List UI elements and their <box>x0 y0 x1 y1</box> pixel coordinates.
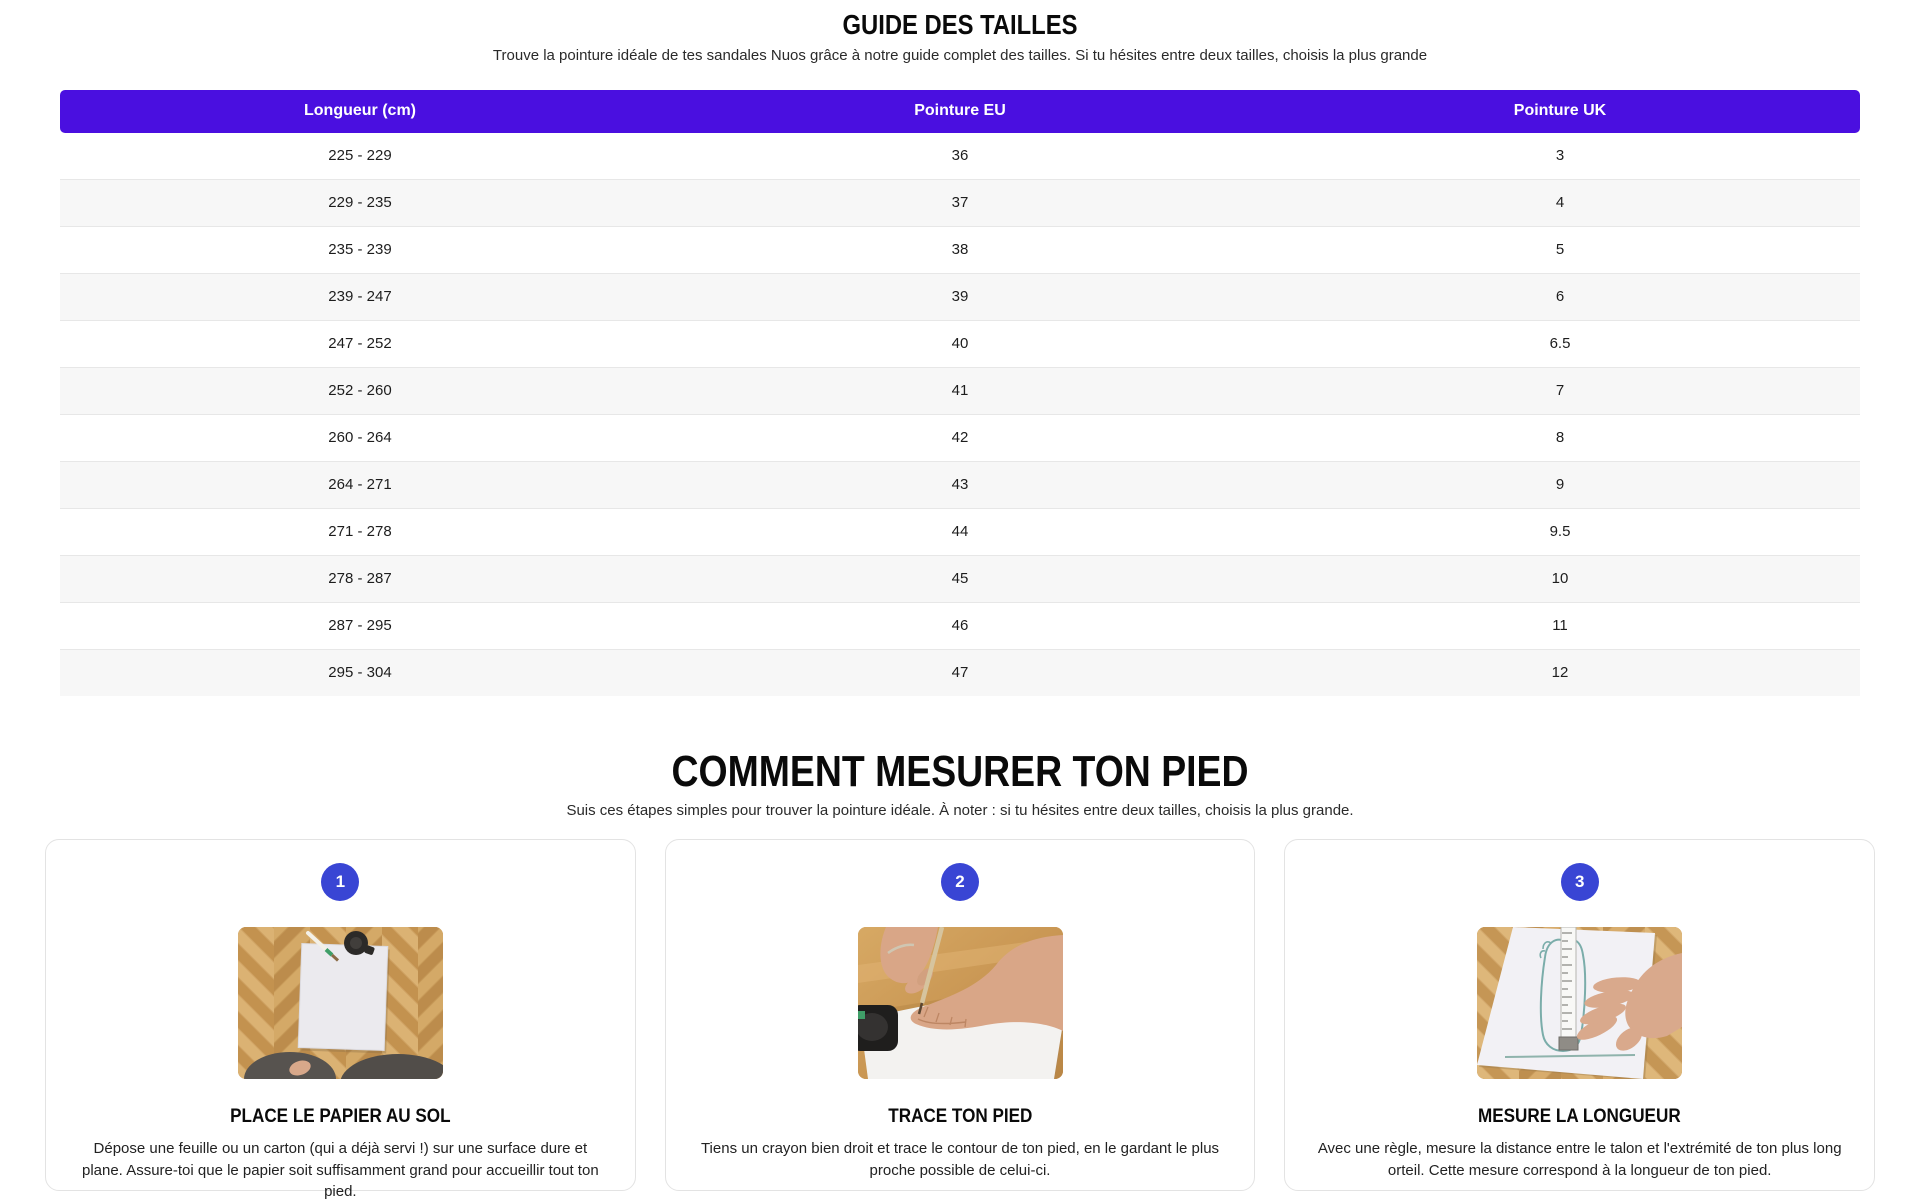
paper-on-floor-photo <box>237 926 443 1079</box>
cell-length: 229 - 235 <box>60 178 660 226</box>
step-description: Dépose une feuille ou un carton (qui a d… <box>81 1139 599 1201</box>
cell-uk: 8 <box>1260 413 1860 461</box>
size-table: Longueur (cm) Pointure EU Pointure UK 22… <box>60 89 1860 696</box>
step-card-2: 2 <box>664 838 1256 1191</box>
cell-length: 247 - 252 <box>60 319 660 367</box>
cell-uk: 4 <box>1260 178 1860 226</box>
col-header-eu: Pointure EU <box>660 89 1260 133</box>
measure-subtitle: Suis ces étapes simples pour trouver la … <box>566 801 1354 819</box>
size-table-head: Longueur (cm) Pointure EU Pointure UK <box>60 89 1860 133</box>
cell-length: 295 - 304 <box>60 648 660 696</box>
trace-foot-photo <box>857 926 1063 1079</box>
col-header-length: Longueur (cm) <box>60 89 660 133</box>
measure-section: COMMENT MESURER TON PIED Suis ces étapes… <box>0 746 1920 1200</box>
step-title: TRACE TON PIED <box>887 1105 1033 1127</box>
step-number: 1 <box>335 871 346 891</box>
table-row: 229 - 235 37 4 <box>60 178 1860 226</box>
cell-eu: 45 <box>660 554 1260 602</box>
cell-uk: 12 <box>1260 648 1860 696</box>
step-title: MESURE LA LONGUEUR <box>1478 1105 1682 1127</box>
step-description: Tiens un crayon bien droit et trace le c… <box>700 1139 1220 1179</box>
cell-eu: 46 <box>660 601 1260 649</box>
table-row: 247 - 252 40 6.5 <box>60 319 1860 367</box>
cell-length: 239 - 247 <box>60 272 660 320</box>
table-row: 295 - 304 47 12 <box>60 648 1860 696</box>
table-row: 271 - 278 44 9.5 <box>60 507 1860 555</box>
cell-uk: 7 <box>1260 366 1860 414</box>
table-row: 235 - 239 38 5 <box>60 225 1860 273</box>
cell-eu: 44 <box>660 507 1260 555</box>
step-2-number-badge: 2 <box>941 862 979 901</box>
cell-uk: 5 <box>1260 225 1860 273</box>
step-number: 3 <box>1574 871 1585 891</box>
cell-uk: 6.5 <box>1260 319 1860 367</box>
step-1-number-badge: 1 <box>321 862 360 901</box>
table-row: 264 - 271 43 9 <box>60 460 1860 508</box>
col-header-uk: Pointure UK <box>1260 89 1860 133</box>
cell-length: 235 - 239 <box>60 225 660 273</box>
cell-uk: 9 <box>1260 460 1860 508</box>
cell-uk: 6 <box>1260 272 1860 320</box>
steps-row: 1 <box>45 838 1876 1200</box>
cell-uk: 3 <box>1555 147 1565 165</box>
table-row: 260 - 264 42 8 <box>60 413 1860 461</box>
size-guide-subtitle: Trouve la pointure idéale de tes sandale… <box>492 46 1428 64</box>
step-description: Avec une règle, mesure la distance entre… <box>1317 1139 1842 1179</box>
cell-length: 287 - 295 <box>60 601 660 649</box>
table-row: 278 - 287 45 10 <box>60 554 1860 602</box>
cell-eu: 39 <box>660 272 1260 320</box>
cell-length: 278 - 287 <box>60 554 660 602</box>
cell-eu: 41 <box>660 366 1260 414</box>
cell-length: 252 - 260 <box>60 366 660 414</box>
cell-eu: 38 <box>660 225 1260 273</box>
step-title: PLACE LE PAPIER AU SOL <box>230 1105 451 1127</box>
cell-eu: 37 <box>660 178 1260 226</box>
step-number: 2 <box>955 871 965 891</box>
table-row: 252 - 260 41 7 <box>60 366 1860 414</box>
size-table-body: 225 - 229 36 3 229 - 235 37 4 235 - 239 … <box>60 133 1860 696</box>
table-row: 225 - 229 36 3 <box>60 133 1860 179</box>
measure-length-photo <box>1477 926 1683 1079</box>
size-guide-title: GUIDE DES TAILLES <box>842 9 1078 40</box>
cell-uk: 11 <box>1260 601 1860 649</box>
cell-eu: 47 <box>660 648 1260 696</box>
cell-eu: 40 <box>660 319 1260 367</box>
step-card-3: 3 <box>1284 838 1876 1191</box>
step-3-number-badge: 3 <box>1560 862 1599 901</box>
cell-length: 264 - 271 <box>60 460 660 508</box>
table-row: 287 - 295 46 11 <box>60 601 1860 649</box>
cell-length: 271 - 278 <box>60 507 660 555</box>
cell-length: 260 - 264 <box>60 413 660 461</box>
table-row: 239 - 247 39 6 <box>60 272 1860 320</box>
cell-eu: 42 <box>660 413 1260 461</box>
cell-uk: 9.5 <box>1260 507 1860 555</box>
step-card-1: 1 <box>45 838 636 1200</box>
cell-uk: 10 <box>1260 554 1860 602</box>
size-table-header-row: Longueur (cm) Pointure EU Pointure UK <box>60 89 1860 133</box>
cell-eu: 36 <box>951 147 969 165</box>
cell-length: 225 - 229 <box>328 147 392 165</box>
size-guide-section: GUIDE DES TAILLES Trouve la pointure idé… <box>0 9 1920 696</box>
measure-title: COMMENT MESURER TON PIED <box>671 746 1249 796</box>
cell-eu: 43 <box>660 460 1260 508</box>
size-table-wrapper: Longueur (cm) Pointure EU Pointure UK 22… <box>60 89 1860 696</box>
